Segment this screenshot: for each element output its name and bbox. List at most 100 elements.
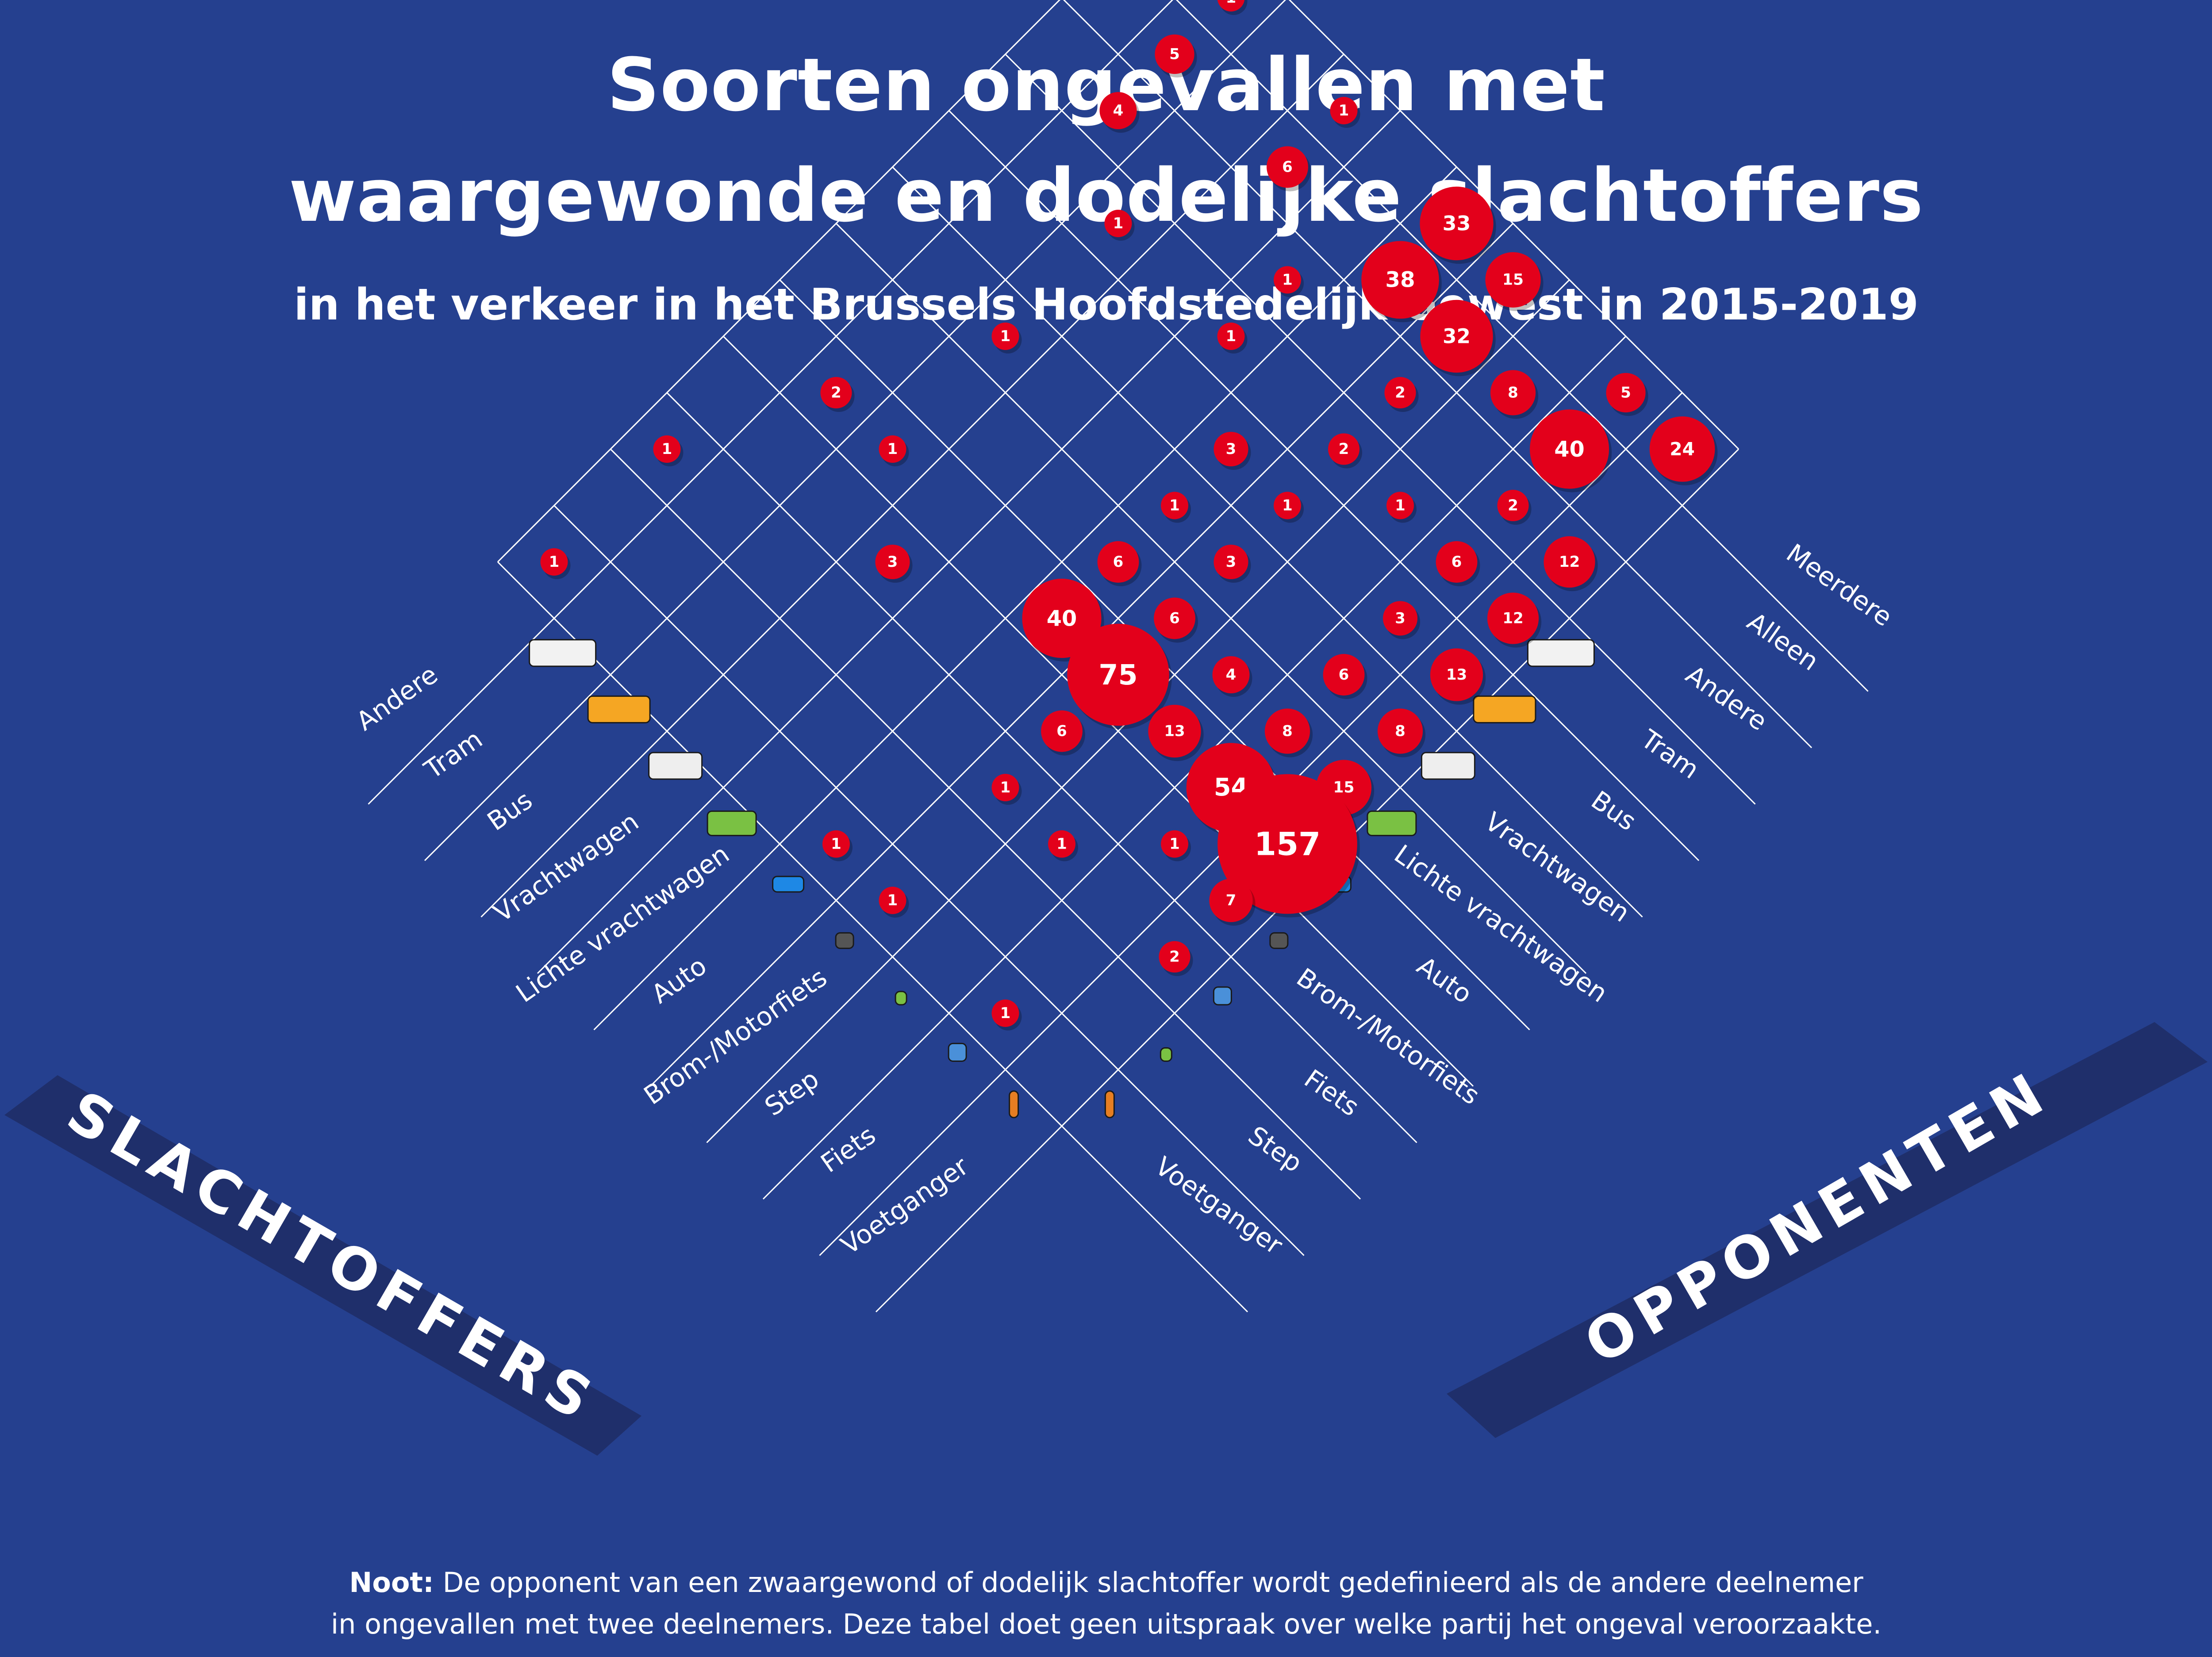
grid-line bbox=[553, 505, 1119, 1070]
bubble-value: 1 bbox=[887, 892, 898, 909]
bubble-circle bbox=[820, 377, 852, 409]
opponent-label: Andere bbox=[1680, 659, 1773, 737]
bubble-value: 5 bbox=[1621, 384, 1631, 402]
bubble: 1 bbox=[1161, 492, 1191, 523]
bubble: 7 bbox=[1209, 878, 1256, 926]
grid-line bbox=[1288, 0, 1740, 450]
bubble: 1 bbox=[1217, 0, 1248, 15]
bubble: 1 bbox=[1104, 210, 1135, 241]
victim-leader-line bbox=[762, 1012, 950, 1200]
grid-line bbox=[553, 0, 1174, 619]
grid-line bbox=[948, 110, 1514, 676]
bubble-value: 6 bbox=[1282, 158, 1293, 176]
bubble-value: 40 bbox=[1554, 436, 1585, 462]
grid-line bbox=[610, 448, 1175, 1014]
bubble-circle bbox=[1217, 0, 1245, 12]
bubble: 6 bbox=[1041, 710, 1085, 756]
opponent-leader-line bbox=[1230, 956, 1417, 1143]
bubble-value: 1 bbox=[1056, 835, 1067, 853]
bubble-value: 3 bbox=[1226, 440, 1237, 458]
bubble-circle bbox=[540, 548, 568, 576]
bubble-circle bbox=[1544, 536, 1595, 588]
victims-axis-title: SLACHTOFFERS bbox=[56, 1078, 610, 1436]
bubble: 2 bbox=[820, 377, 855, 412]
bubble-circle bbox=[1048, 830, 1075, 858]
bubble: 1 bbox=[991, 323, 1022, 354]
bubble-value: 2 bbox=[1169, 948, 1180, 966]
bubble-circle bbox=[1487, 592, 1539, 644]
bubble-circle bbox=[1214, 544, 1248, 580]
victim-label: Voetganger bbox=[835, 1151, 974, 1261]
bubble-circle bbox=[1161, 492, 1188, 519]
victim-leader-line bbox=[875, 1125, 1063, 1313]
bubble: 4 bbox=[1212, 656, 1252, 697]
opponent-label: Meerdere bbox=[1781, 538, 1898, 632]
bicycle-icon bbox=[1213, 986, 1232, 1006]
bubble-circle bbox=[1274, 492, 1301, 519]
bubble-value: 8 bbox=[1395, 723, 1406, 740]
bubble-value: 15 bbox=[1502, 271, 1524, 289]
bubble: 1 bbox=[1274, 266, 1304, 297]
van-icon bbox=[707, 810, 757, 836]
bubble-value: 3 bbox=[887, 553, 898, 571]
bubble: 1 bbox=[879, 887, 909, 918]
bubble: 2 bbox=[1159, 941, 1193, 977]
bubble: 1 bbox=[1161, 830, 1191, 861]
bubble-circle bbox=[1264, 708, 1310, 754]
bubble-value: 1 bbox=[662, 440, 672, 458]
opponent-leader-line bbox=[1118, 1069, 1305, 1256]
bubble-circle bbox=[1267, 146, 1308, 188]
bubble-circle bbox=[1606, 373, 1646, 413]
victim-label: Andere bbox=[351, 659, 443, 737]
opponents-banner bbox=[1447, 1022, 2208, 1438]
bubble-circle bbox=[1214, 431, 1248, 467]
bubble-value: 1 bbox=[549, 553, 560, 571]
bubble: 1 bbox=[540, 548, 571, 579]
opponent-leader-line bbox=[1625, 561, 1813, 749]
bubble-value: 1 bbox=[1226, 0, 1237, 7]
bubble-value: 38 bbox=[1385, 268, 1415, 292]
bubble: 3 bbox=[1382, 601, 1421, 639]
grid-line bbox=[497, 0, 1061, 563]
grid-line bbox=[1005, 54, 1570, 619]
victim-label: Fiets bbox=[815, 1120, 881, 1179]
bubble-value: 1 bbox=[1000, 1004, 1011, 1022]
bubble: 2 bbox=[1497, 489, 1532, 525]
bubble-circle bbox=[1485, 252, 1541, 308]
victim-label: Bus bbox=[482, 785, 538, 837]
bubble-circle bbox=[1490, 370, 1536, 415]
opponent-leader-line bbox=[1174, 1012, 1361, 1200]
grid-line bbox=[892, 166, 1457, 732]
bubble: 1 bbox=[879, 435, 909, 466]
opponent-label: Fiets bbox=[1299, 1064, 1365, 1123]
tram-icon bbox=[1527, 639, 1595, 667]
bubble-value: 12 bbox=[1559, 553, 1580, 571]
bubble: 1 bbox=[1330, 97, 1360, 128]
victim-leader-line bbox=[649, 900, 837, 1087]
bus-icon bbox=[587, 695, 651, 723]
opponent-label: Bus bbox=[1586, 785, 1641, 837]
bubble-circle bbox=[1382, 601, 1418, 636]
motorcycle-icon bbox=[835, 932, 854, 949]
bubble-value: 6 bbox=[1169, 610, 1180, 627]
opponent-label: Alleen bbox=[1742, 606, 1824, 677]
bubble: 15 7 bbox=[1217, 774, 1360, 918]
bubble-value: 3 bbox=[1226, 553, 1237, 571]
bubble: 6 bbox=[1436, 541, 1480, 586]
bubble: 12 bbox=[1544, 536, 1598, 592]
bubble-value: 2 bbox=[1395, 384, 1406, 402]
opponent-leader-line bbox=[1399, 787, 1587, 974]
bubble-value: 4 bbox=[1226, 666, 1237, 684]
bubble-value: 1 bbox=[1113, 215, 1124, 232]
bubble-value: 2 bbox=[831, 384, 841, 402]
opponent-label: Auto bbox=[1412, 950, 1478, 1009]
bubble: 12 bbox=[1487, 592, 1542, 648]
step-icon bbox=[895, 991, 907, 1006]
victim-leader-line bbox=[819, 1069, 1006, 1256]
bubble-value: 1 bbox=[1282, 271, 1293, 289]
bubble: 32 bbox=[1420, 300, 1496, 377]
bubble-circle bbox=[875, 544, 910, 580]
victim-leader-line bbox=[706, 956, 893, 1143]
note-label: Noot: bbox=[349, 1566, 434, 1599]
bubble: 1 bbox=[1386, 492, 1417, 523]
